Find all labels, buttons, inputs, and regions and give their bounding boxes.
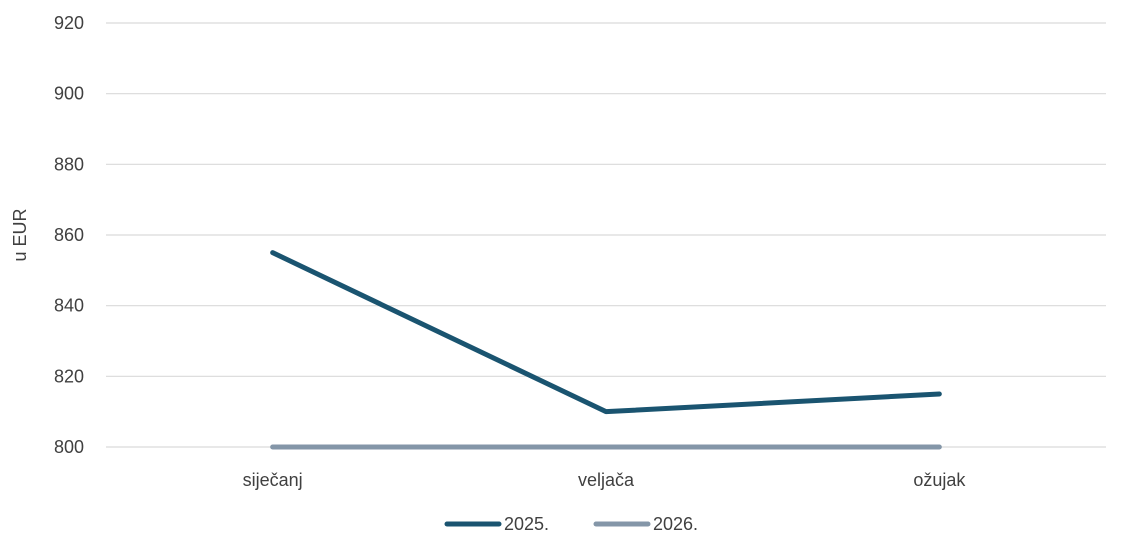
x-axis-ticks: siječanj veljača ožujak — [243, 470, 967, 490]
x-tick-label: veljača — [578, 470, 635, 490]
y-tick-label: 880 — [54, 154, 84, 174]
y-tick-label: 860 — [54, 225, 84, 245]
y-axis-ticks: 800 820 840 860 880 900 920 — [54, 13, 84, 457]
gridlines — [106, 22, 1106, 448]
x-tick-label: ožujak — [913, 470, 966, 490]
legend: 2025. 2026. — [444, 514, 698, 534]
y-tick-label: 840 — [54, 296, 84, 316]
y-tick-label: 820 — [54, 366, 84, 386]
y-axis-title: u EUR — [10, 208, 30, 261]
y-tick-label: 800 — [54, 437, 84, 457]
series-lines — [270, 250, 942, 450]
y-tick-label: 920 — [54, 13, 84, 33]
legend-label: 2026. — [653, 514, 698, 534]
legend-label: 2025. — [504, 514, 549, 534]
series-line-2025 — [270, 250, 942, 415]
y-tick-label: 900 — [54, 84, 84, 104]
x-tick-label: siječanj — [243, 470, 303, 490]
